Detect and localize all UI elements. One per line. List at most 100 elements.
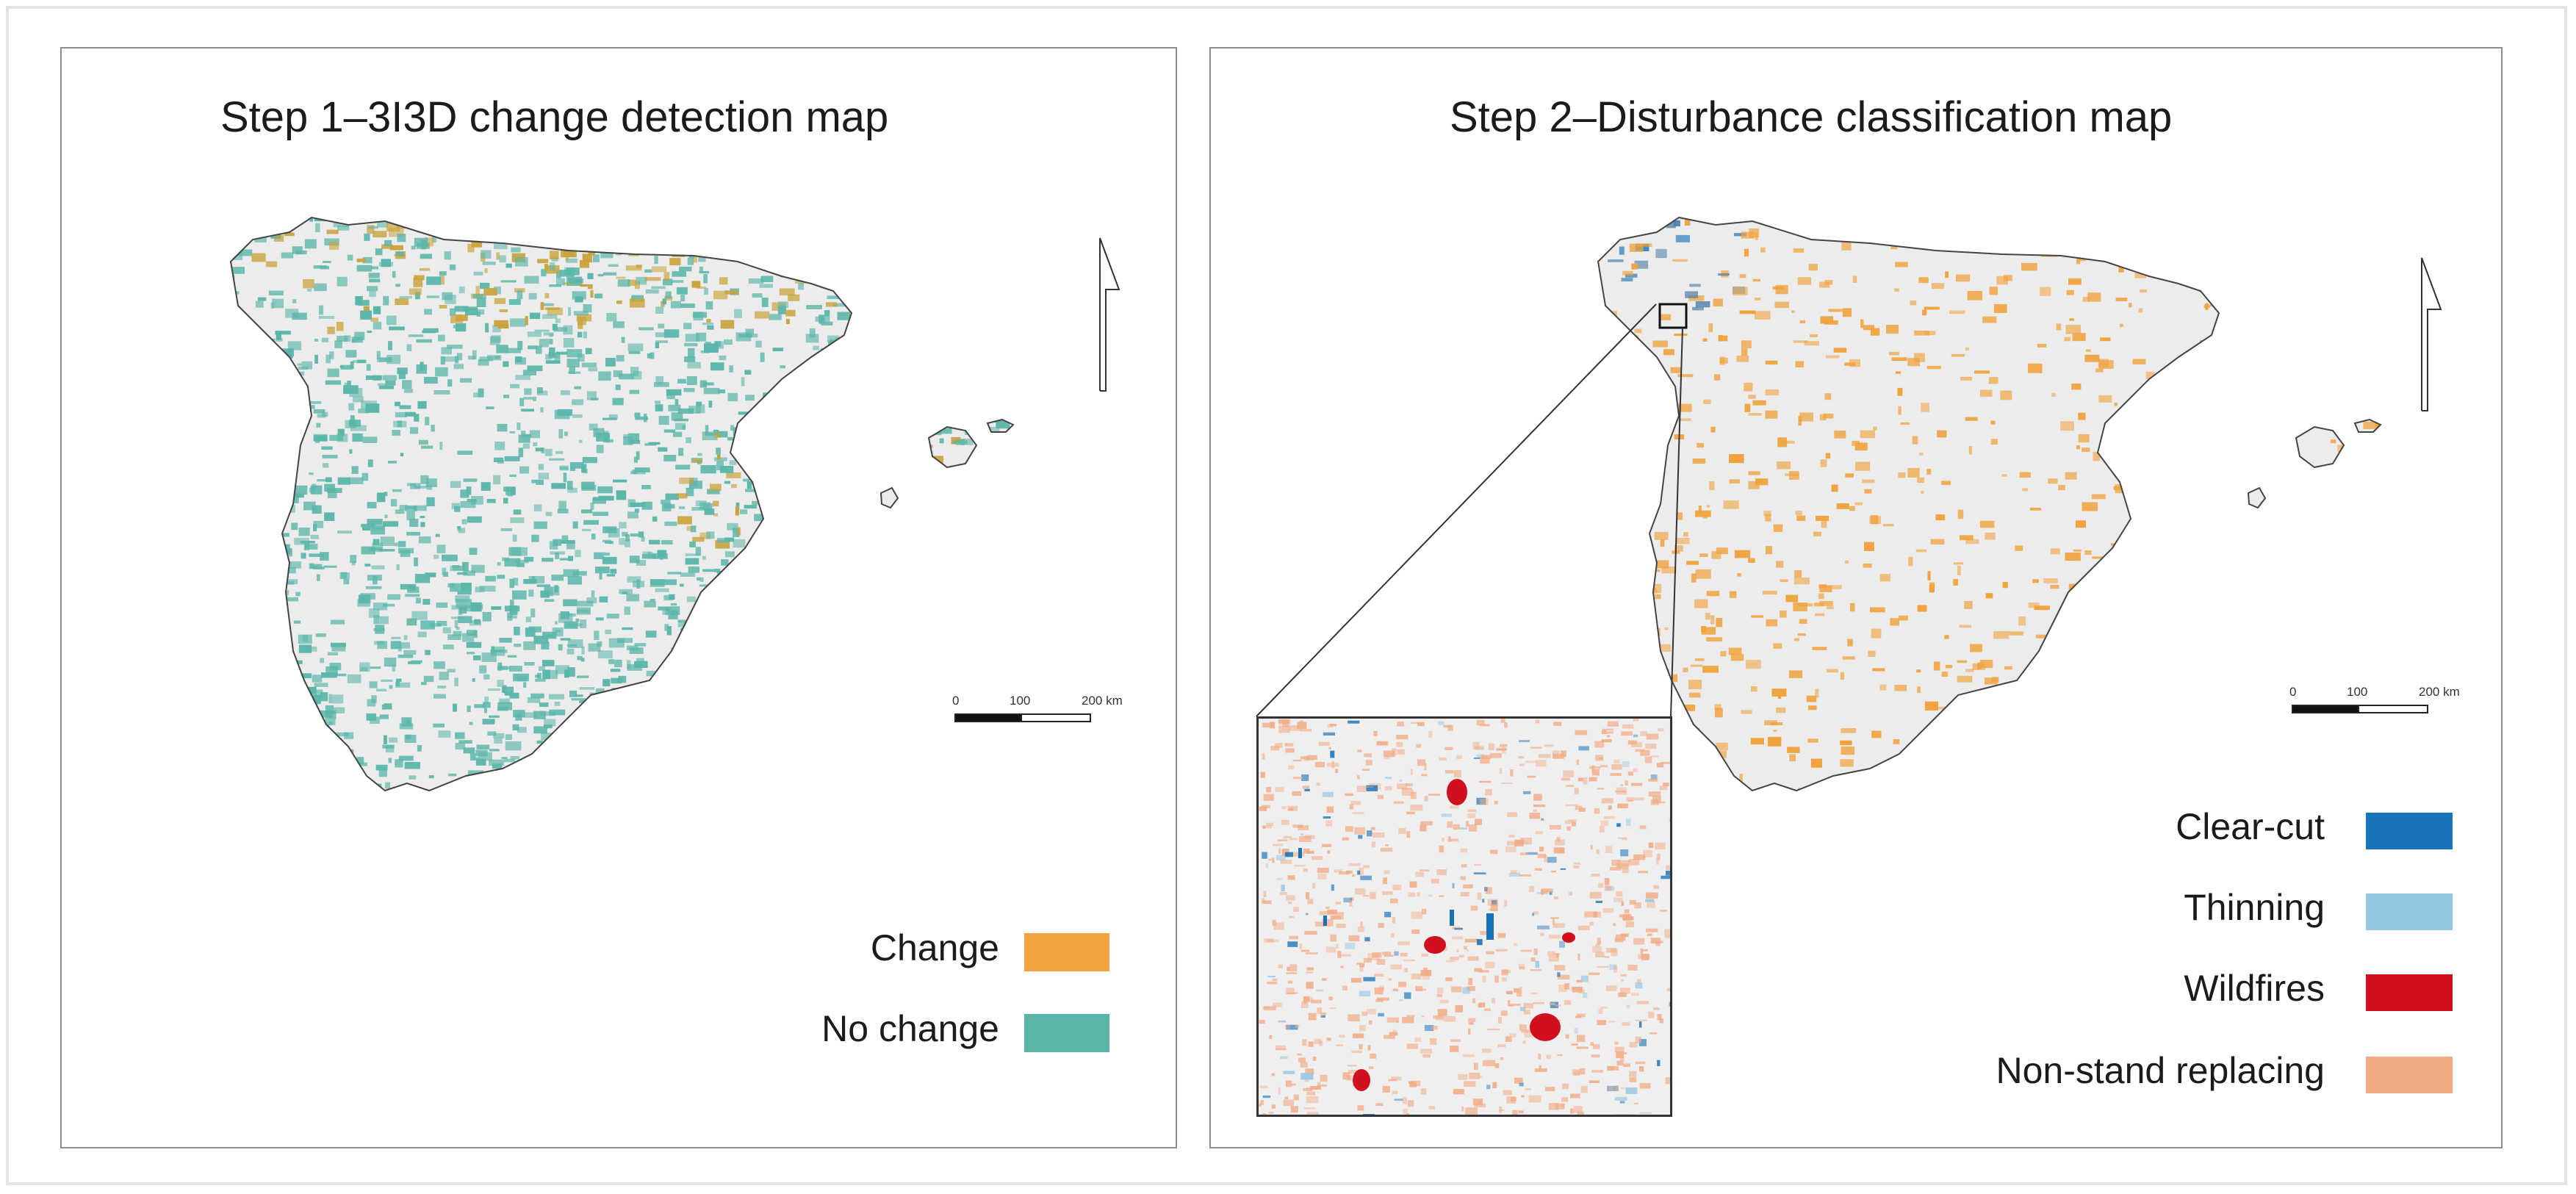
- inset-patch: [1262, 898, 1265, 902]
- map-pixel-patch: [1748, 558, 1755, 563]
- map-pixel-patch: [990, 666, 999, 672]
- inset-patch: [1598, 1008, 1603, 1014]
- map-pixel-patch: [894, 414, 901, 418]
- inset-patch: [1278, 1087, 1281, 1095]
- map-pixel-patch: [899, 340, 913, 345]
- inset-patch: [1512, 1110, 1518, 1115]
- map-pixel-patch: [1730, 654, 1744, 661]
- inset-patch: [1633, 1102, 1639, 1105]
- map-pixel-patch: [827, 563, 835, 568]
- map-pixel-patch: [1755, 478, 1769, 486]
- inset-patch: [1357, 927, 1364, 932]
- inset-patch: [1339, 954, 1351, 957]
- map-pixel-patch: [812, 371, 824, 376]
- map-pixel-patch: [506, 348, 522, 353]
- map-pixel-patch: [1814, 603, 1824, 607]
- map-pixel-patch: [819, 699, 829, 702]
- map-pixel-patch: [555, 351, 568, 355]
- inset-patch: [1398, 982, 1407, 988]
- inset-patch: [1396, 735, 1408, 740]
- map-pixel-patch: [1739, 274, 1746, 278]
- map-pixel-patch: [819, 502, 833, 507]
- map-pixel-patch: [330, 642, 346, 647]
- map-pixel-patch: [663, 455, 677, 461]
- map-pixel-patch: [1741, 710, 1752, 714]
- map-pixel-patch: [426, 295, 439, 298]
- map-pixel-patch: [931, 235, 943, 239]
- inset-patch: [1302, 785, 1309, 789]
- map-pixel-patch: [879, 790, 888, 791]
- inset-patch: [1639, 825, 1647, 830]
- inset-patch: [1281, 819, 1289, 825]
- map-pixel-patch: [298, 634, 312, 644]
- map-pixel-patch: [1883, 524, 1894, 527]
- map-pixel-patch: [489, 788, 493, 791]
- inset-patch: [1501, 977, 1507, 982]
- map-pixel-patch: [608, 264, 619, 267]
- map-pixel-patch: [513, 578, 519, 586]
- map-pixel-patch: [878, 322, 888, 331]
- map-pixel-patch: [265, 441, 271, 445]
- map-pixel-patch: [1797, 277, 1812, 285]
- map-pixel-patch: [985, 624, 996, 630]
- inset-patch: [1276, 878, 1283, 880]
- inset-patch: [1392, 885, 1402, 891]
- map-pixel-patch: [768, 606, 778, 615]
- inset-patch: [1406, 1015, 1415, 1018]
- map-pixel-patch: [641, 554, 656, 559]
- map-pixel-patch: [1024, 528, 1036, 533]
- map-pixel-patch: [318, 315, 335, 319]
- map-pixel-patch: [791, 537, 798, 542]
- map-pixel-patch: [1824, 280, 1833, 285]
- map-pixel-patch: [512, 724, 519, 731]
- map-pixel-patch: [2060, 421, 2074, 431]
- map-pixel-patch: [888, 738, 902, 748]
- map-pixel-patch: [292, 485, 308, 495]
- inset-patch: [1614, 1097, 1627, 1101]
- map-pixel-patch: [262, 411, 267, 417]
- map-pixel-patch: [997, 502, 1003, 506]
- map-pixel-patch: [1894, 685, 1907, 691]
- map-pixel-patch: [555, 278, 566, 286]
- inset-patch: [1475, 819, 1482, 825]
- map-pixel-patch: [1840, 672, 1845, 680]
- map-pixel-patch: [239, 415, 245, 423]
- map-pixel-patch: [613, 321, 625, 328]
- map-pixel-patch: [812, 455, 823, 461]
- inset-patch: [1382, 952, 1392, 955]
- map-pixel-patch: [649, 539, 661, 544]
- map-pixel-patch: [315, 223, 320, 233]
- map-pixel-patch: [733, 591, 738, 601]
- map-pixel-patch: [979, 533, 987, 537]
- map-pixel-patch: [1870, 328, 1880, 336]
- map-pixel-patch: [294, 744, 302, 747]
- map-pixel-patch: [546, 238, 553, 247]
- map-pixel-patch: [257, 297, 267, 301]
- map-pixel-patch: [883, 362, 899, 369]
- inset-patch: [1554, 965, 1566, 971]
- inset-patch: [1468, 1028, 1471, 1035]
- map-pixel-patch: [826, 791, 830, 796]
- inset-patch: [1391, 1076, 1402, 1081]
- map-pixel-patch: [1006, 626, 1012, 631]
- map-pixel-patch: [899, 792, 905, 796]
- inset-patch: [1464, 1081, 1476, 1087]
- map-pixel-patch: [281, 567, 289, 572]
- map-pixel-patch: [483, 702, 491, 708]
- map-pixel-patch: [285, 657, 289, 663]
- map-pixel-patch: [576, 607, 591, 615]
- map-pixel-patch: [473, 655, 481, 661]
- inset-patch: [1467, 813, 1476, 819]
- map-pixel-patch: [724, 339, 733, 345]
- inset-patch: [1487, 899, 1498, 906]
- inset-patch: [1277, 839, 1288, 841]
- map-pixel-patch: [519, 786, 526, 791]
- map-pixel-patch: [677, 766, 690, 770]
- map-pixel-patch: [1873, 426, 1877, 431]
- map-pixel-patch: [546, 739, 555, 746]
- map-pixel-patch: [823, 442, 829, 450]
- map-pixel-patch: [1785, 594, 1799, 603]
- map-pixel-patch: [1795, 511, 1802, 516]
- map-pixel-patch: [514, 627, 520, 636]
- map-pixel-patch: [1840, 759, 1854, 767]
